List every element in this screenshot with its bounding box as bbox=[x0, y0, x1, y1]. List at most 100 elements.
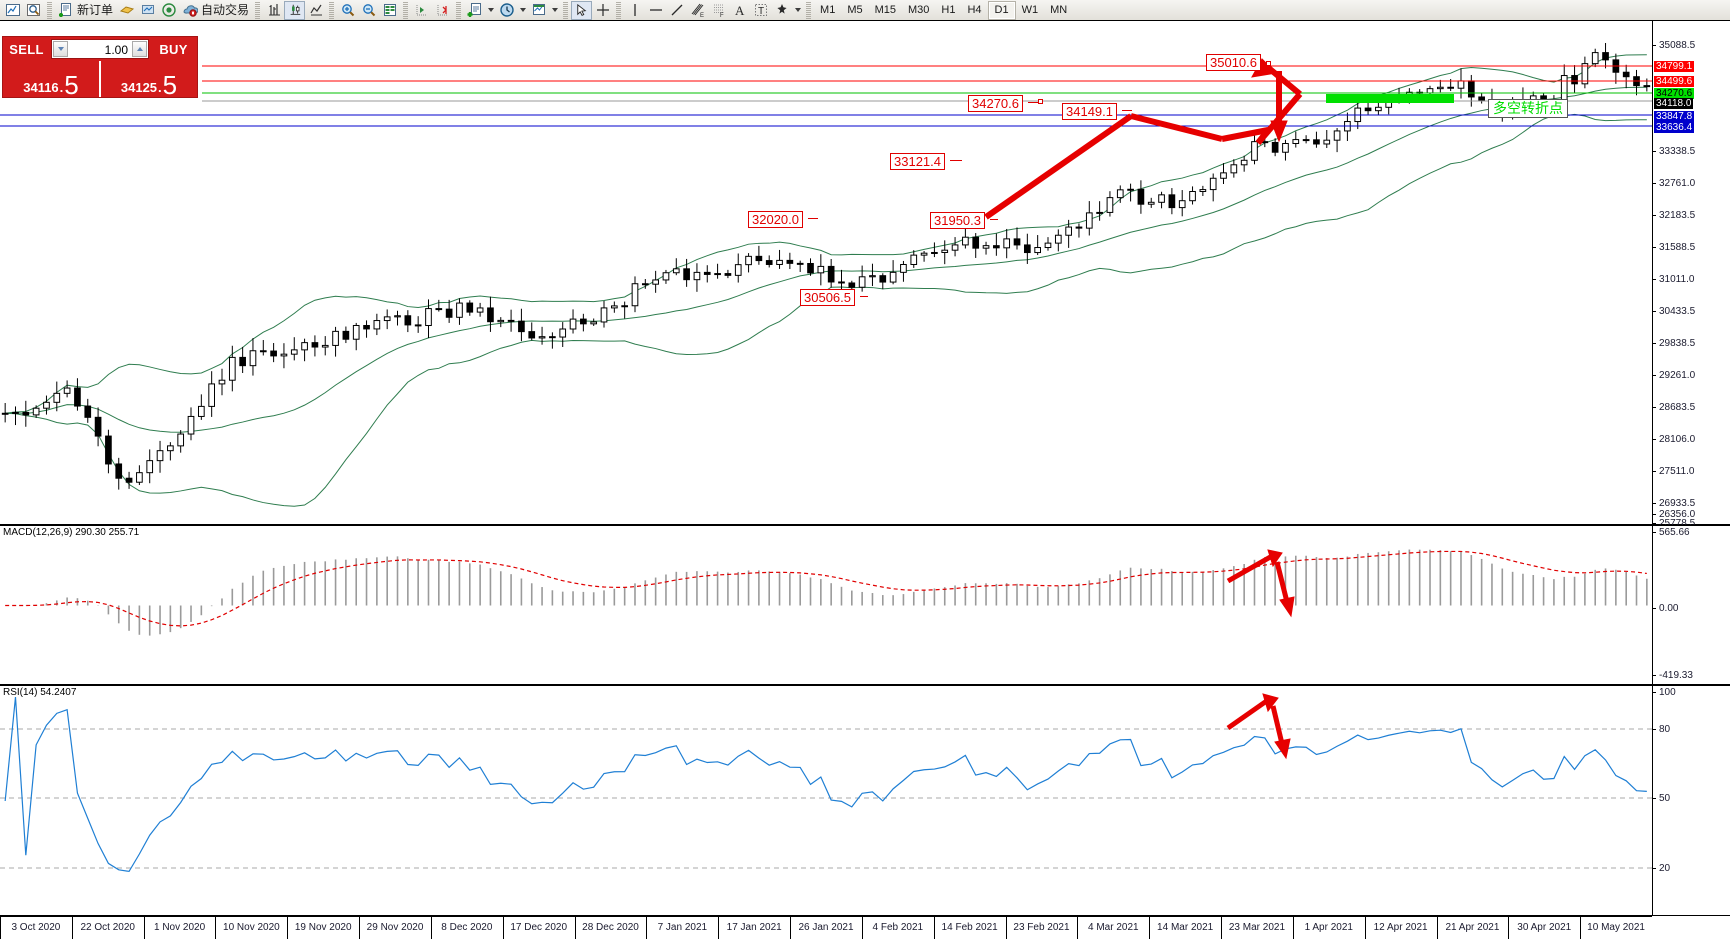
terminal-icon[interactable] bbox=[137, 1, 158, 20]
tab-timeframe-w1[interactable]: W1 bbox=[1021, 3, 1039, 16]
annotation-turning-point[interactable]: 多空转折点 bbox=[1488, 99, 1568, 118]
tab-timeframe-m5[interactable]: M5 bbox=[847, 3, 863, 16]
buy-price-integer: 34125 bbox=[120, 80, 158, 95]
sell-price-decimal: 5 bbox=[64, 70, 79, 100]
shapes-icon[interactable] bbox=[771, 1, 792, 20]
time-scale-label: 3 Oct 2020 bbox=[11, 922, 61, 933]
macd-tick: 0.00 bbox=[1653, 604, 1678, 614]
octp-top-row: SELL 1.00 BUY bbox=[3, 37, 197, 61]
annotation-anchor-35010[interactable] bbox=[1266, 61, 1271, 66]
time-scale-label: 23 Mar 2021 bbox=[1228, 922, 1286, 933]
svg-text:A: A bbox=[735, 3, 745, 18]
time-scale-label: 19 Nov 2020 bbox=[294, 922, 352, 933]
equidistant-channel-icon[interactable]: E bbox=[687, 1, 708, 20]
rsi-pane[interactable]: RSI(14) 54.2407 100 80 50 20 bbox=[0, 685, 1730, 916]
fibonacci-retracement-icon[interactable]: F bbox=[708, 1, 729, 20]
time-scale-separator bbox=[502, 917, 504, 939]
shapes-dropdown-icon[interactable] bbox=[792, 1, 803, 20]
macd-chart-canvas[interactable] bbox=[0, 526, 1652, 684]
price-level-label-33636[interactable]: 33636.4 bbox=[1654, 122, 1695, 133]
trendline-icon[interactable] bbox=[666, 1, 687, 20]
text-label-icon[interactable]: T bbox=[750, 1, 771, 20]
price-level-label-34270[interactable]: 34270.6 bbox=[1654, 88, 1695, 99]
price-scale[interactable]: 35088.5 34799.1 34499.6 34270.6 34118.0 … bbox=[1652, 21, 1730, 529]
horizontal-line-icon[interactable] bbox=[645, 1, 666, 20]
tab-timeframe-m30[interactable]: M30 bbox=[908, 3, 930, 16]
time-scale-separator bbox=[646, 917, 648, 939]
annotation-33121[interactable]: 33121.4 bbox=[890, 153, 945, 170]
sell-button[interactable]: SELL bbox=[9, 41, 44, 57]
tab-timeframe-mn[interactable]: MN bbox=[1050, 3, 1068, 16]
candlestick-chart-icon[interactable] bbox=[284, 0, 306, 20]
zoom-in-icon[interactable] bbox=[337, 1, 358, 20]
templates-icon[interactable] bbox=[528, 1, 549, 20]
time-scale-label: 23 Feb 2021 bbox=[1013, 922, 1070, 933]
volume-stepper[interactable]: 1.00 bbox=[51, 39, 149, 59]
tab-timeframe-h1[interactable]: H1 bbox=[941, 3, 956, 16]
macd-pane[interactable]: MACD(12,26,9) 290.30 255.71 565.66 0.00 … bbox=[0, 525, 1730, 685]
indicators-dropdown-icon[interactable] bbox=[485, 1, 496, 20]
annotation-34149[interactable]: 34149.1 bbox=[1062, 103, 1117, 120]
indicators-icon[interactable] bbox=[464, 1, 485, 20]
periods-icon[interactable] bbox=[496, 1, 517, 20]
annotation-34270[interactable]: 34270.6 bbox=[968, 95, 1023, 112]
vertical-line-icon[interactable] bbox=[624, 1, 645, 20]
time-scale-separator bbox=[0, 917, 1, 939]
text-icon[interactable]: A bbox=[729, 1, 750, 20]
time-scale-separator bbox=[1364, 917, 1366, 939]
periods-dropdown-icon[interactable] bbox=[517, 1, 528, 20]
rsi-tick: 100 bbox=[1653, 688, 1676, 698]
price-level-label-34799[interactable]: 34799.1 bbox=[1654, 61, 1695, 72]
templates-dropdown-icon[interactable] bbox=[549, 1, 560, 20]
new-order-icon[interactable] bbox=[55, 1, 76, 20]
price-pane[interactable]: 35010.6 34270.6 34149.1 33121.4 32020.0 … bbox=[0, 20, 1730, 529]
signals-icon[interactable] bbox=[158, 1, 179, 20]
price-level-label-34118[interactable]: 34118.0 bbox=[1654, 98, 1694, 109]
rsi-trend-arrows bbox=[1226, 693, 1291, 760]
sell-price-integer: 34116 bbox=[23, 80, 59, 95]
buy-price[interactable]: 34125 . 5 bbox=[99, 61, 197, 98]
macd-scale[interactable]: 565.66 0.00 -419.33 bbox=[1652, 526, 1730, 684]
time-scale-label: 28 Dec 2020 bbox=[582, 922, 639, 933]
price-level-label-33847[interactable]: 33847.8 bbox=[1654, 111, 1695, 122]
chart-shift-icon[interactable] bbox=[411, 1, 432, 20]
annotation-anchor-34270[interactable] bbox=[1038, 99, 1043, 104]
tab-timeframe-m15[interactable]: M15 bbox=[874, 3, 896, 16]
buy-button[interactable]: BUY bbox=[159, 41, 188, 57]
auto-scroll-icon[interactable] bbox=[432, 1, 453, 20]
market-watch-icon[interactable] bbox=[23, 1, 44, 20]
volume-decrement-icon[interactable] bbox=[53, 41, 68, 57]
volume-input[interactable]: 1.00 bbox=[104, 43, 128, 57]
zoom-out-icon[interactable] bbox=[358, 1, 379, 20]
price-tick: 26356.0 bbox=[1653, 510, 1695, 520]
sell-price[interactable]: 34116 . 5 bbox=[3, 61, 99, 100]
annotation-31950[interactable]: 31950.3 bbox=[930, 212, 985, 229]
tab-timeframe-d1[interactable]: D1 bbox=[987, 0, 1016, 20]
tab-timeframe-h4[interactable]: H4 bbox=[967, 3, 982, 16]
annotation-30506[interactable]: 30506.5 bbox=[800, 289, 855, 306]
cursor-icon[interactable] bbox=[571, 0, 593, 20]
rsi-chart-canvas[interactable] bbox=[0, 686, 1652, 915]
time-scale-separator bbox=[1580, 917, 1582, 939]
data-window-icon[interactable] bbox=[379, 1, 400, 20]
time-scale-separator bbox=[574, 917, 576, 939]
macd-trend-arrows bbox=[1226, 549, 1295, 618]
price-chart-canvas[interactable]: 35010.6 34270.6 34149.1 33121.4 32020.0 … bbox=[0, 21, 1652, 524]
line-chart-icon[interactable] bbox=[305, 1, 326, 20]
price-tick: 27511.0 bbox=[1653, 467, 1694, 477]
volume-increment-icon[interactable] bbox=[132, 41, 147, 57]
rsi-scale[interactable]: 100 80 50 20 bbox=[1652, 686, 1730, 915]
autotrading-label[interactable]: 自动交易 bbox=[201, 2, 250, 17]
tab-timeframe-m1[interactable]: M1 bbox=[820, 3, 836, 16]
new-order-label[interactable]: 新订单 bbox=[77, 2, 114, 17]
resistance-zone-highlight[interactable] bbox=[1326, 94, 1454, 103]
annotation-35010[interactable]: 35010.6 bbox=[1206, 54, 1261, 71]
bar-chart-icon[interactable] bbox=[263, 1, 284, 20]
expert-advisor-icon[interactable] bbox=[116, 1, 137, 20]
time-scale[interactable]: 3 Oct 2020 22 Oct 2020 1 Nov 2020 10 Nov 20… bbox=[0, 916, 1652, 939]
annotation-32020[interactable]: 32020.0 bbox=[748, 211, 803, 228]
price-level-label-34499[interactable]: 34499.6 bbox=[1654, 76, 1695, 87]
autotrading-icon[interactable] bbox=[179, 1, 200, 20]
crosshair-icon[interactable] bbox=[592, 1, 613, 20]
new-chart-icon[interactable] bbox=[2, 1, 23, 20]
